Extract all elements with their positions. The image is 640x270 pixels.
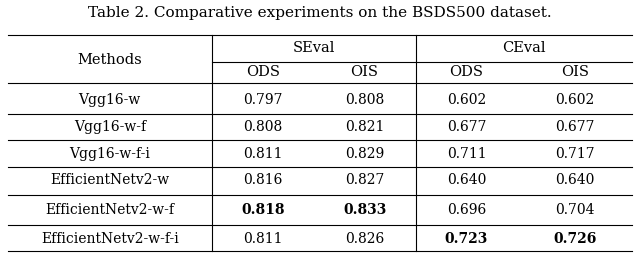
Text: 0.726: 0.726 (553, 232, 596, 246)
Text: OIS: OIS (561, 65, 589, 79)
Text: Methods: Methods (77, 53, 142, 67)
Text: SEval: SEval (292, 41, 335, 55)
Text: 0.717: 0.717 (555, 147, 595, 161)
Text: 0.640: 0.640 (556, 173, 595, 187)
Text: 0.808: 0.808 (243, 120, 282, 134)
Text: 0.833: 0.833 (343, 203, 387, 217)
Text: 0.602: 0.602 (556, 93, 595, 107)
Text: 0.821: 0.821 (345, 120, 384, 134)
Text: 0.704: 0.704 (555, 203, 595, 217)
Text: 0.811: 0.811 (243, 232, 282, 246)
Text: 0.826: 0.826 (345, 232, 384, 246)
Text: OIS: OIS (351, 65, 379, 79)
Text: Vgg16-w: Vgg16-w (79, 93, 141, 107)
Text: Table 2. Comparative experiments on the BSDS500 dataset.: Table 2. Comparative experiments on the … (88, 6, 552, 21)
Text: 0.677: 0.677 (447, 120, 486, 134)
Text: 0.711: 0.711 (447, 147, 486, 161)
Text: 0.677: 0.677 (555, 120, 595, 134)
Text: 0.723: 0.723 (445, 232, 488, 246)
Text: 0.818: 0.818 (241, 203, 284, 217)
Text: 0.640: 0.640 (447, 173, 486, 187)
Text: 0.797: 0.797 (243, 93, 282, 107)
Text: 0.811: 0.811 (243, 147, 282, 161)
Text: CEval: CEval (502, 41, 546, 55)
Text: 0.808: 0.808 (345, 93, 384, 107)
Text: ODS: ODS (449, 65, 484, 79)
Text: Vgg16-w-f: Vgg16-w-f (74, 120, 146, 134)
Text: EfficientNetv2-w: EfficientNetv2-w (50, 173, 169, 187)
Text: 0.696: 0.696 (447, 203, 486, 217)
Text: 0.816: 0.816 (243, 173, 282, 187)
Text: 0.829: 0.829 (345, 147, 384, 161)
Text: ODS: ODS (246, 65, 280, 79)
Text: 0.827: 0.827 (345, 173, 384, 187)
Text: EfficientNetv2-w-f: EfficientNetv2-w-f (45, 203, 174, 217)
Text: Vgg16-w-f-i: Vgg16-w-f-i (69, 147, 150, 161)
Text: 0.602: 0.602 (447, 93, 486, 107)
Text: EfficientNetv2-w-f-i: EfficientNetv2-w-f-i (41, 232, 179, 246)
